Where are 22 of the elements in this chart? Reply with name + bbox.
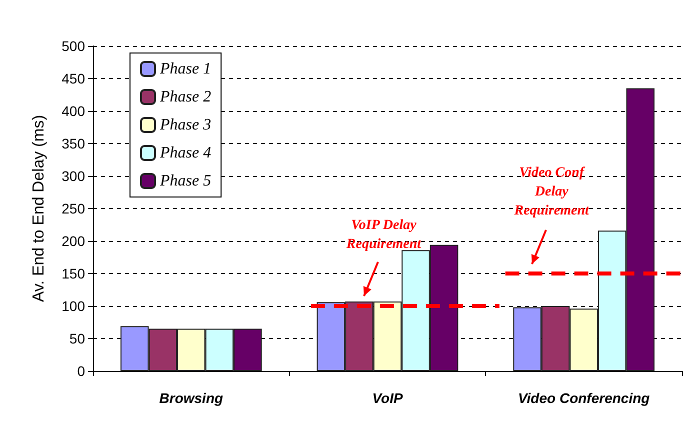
legend-label: Phase 5 [159,172,212,190]
legend-label: Phase 1 [159,60,212,78]
annotation: Video Conf Delay Requirement [513,166,590,218]
x-tick-label: Video Conferencing [518,390,650,406]
y-tick-label: 150 [62,266,86,282]
x-tick-label: VoIP [372,390,404,406]
y-tick-label: 400 [62,103,86,119]
y-tick-label: 500 [62,38,86,54]
y-tick-label: 250 [62,200,86,216]
legend-label: Phase 2 [159,88,212,106]
y-tick-label: 300 [62,168,86,184]
y-tick-label: 100 [62,298,86,314]
y-tick-label: 50 [69,330,86,346]
y-tick-label: 350 [62,136,86,152]
y-tick-label: 200 [62,233,86,249]
annotation: VoIP Delay Requirement [345,218,422,252]
legend-label: Phase 3 [159,116,212,134]
legend-label: Phase 4 [159,144,212,162]
y-axis-title: Av. End to End Delay (ms) [30,114,48,302]
y-tick-label: 0 [77,363,86,379]
y-tick-label: 450 [62,70,86,86]
x-tick-label: Browsing [159,390,224,406]
